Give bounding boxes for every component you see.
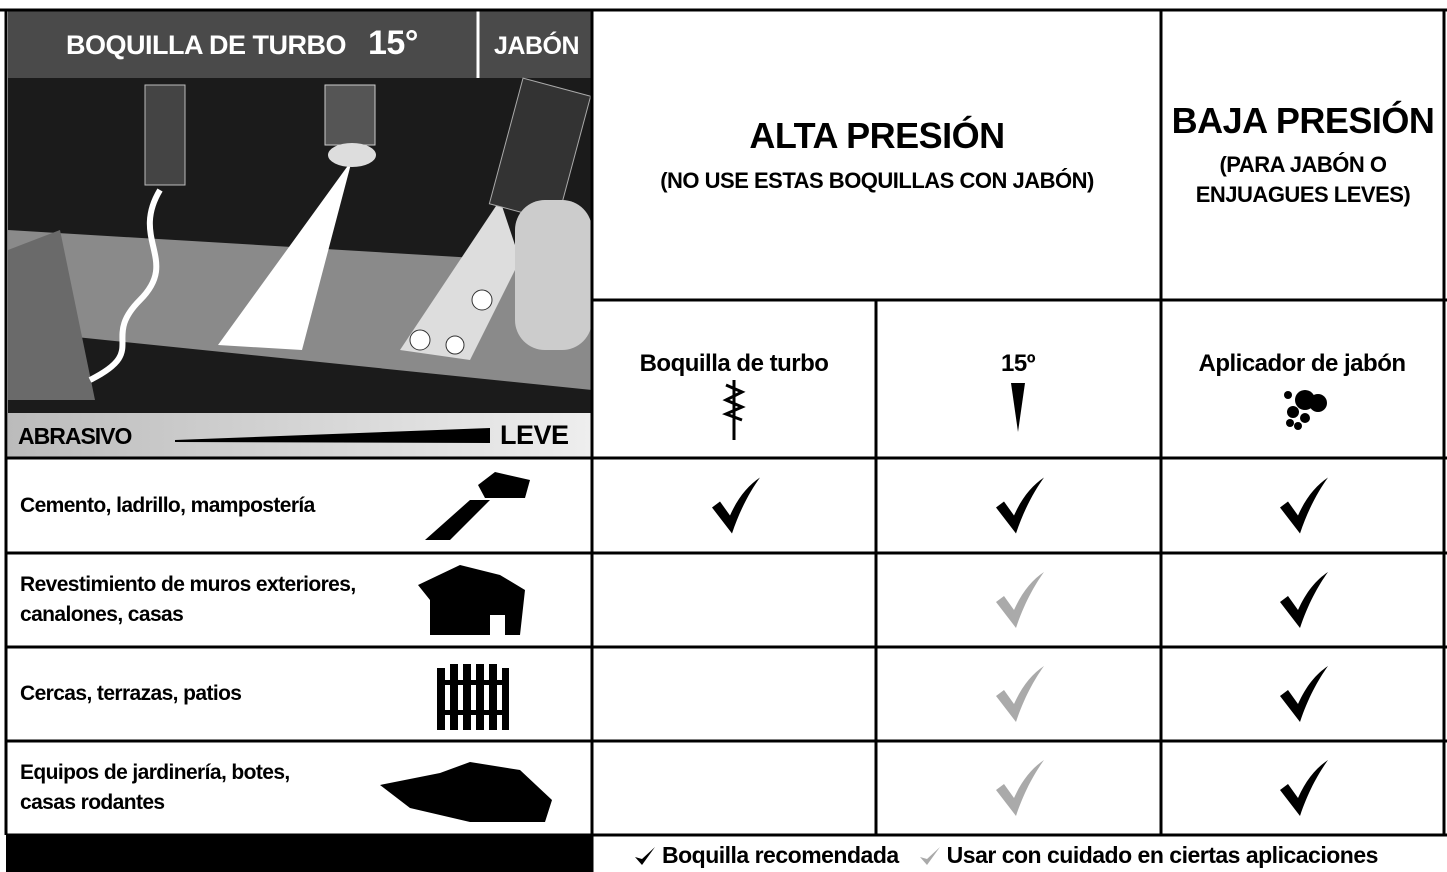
panel-title-bar [8,10,592,78]
low-title: BAJA PRESIÓN [1171,100,1435,141]
soap-bottle [515,200,592,350]
bubble [445,335,465,355]
row-icons [380,472,552,822]
column-header: Aplicador de jabón [1198,350,1406,377]
soap-icon [1284,390,1327,430]
legend-caution: Usar con cuidado en ciertas aplicaciones [946,842,1379,868]
scale-left: ABRASIVO [18,423,132,449]
row-label: Equipos de jardinería, botes, casas roda… [20,761,290,814]
nozzle-tip [328,143,376,167]
row-label: Revestimiento de muros exteriores, canal… [20,573,356,626]
panel-beam-side [8,230,95,400]
recommended-check [996,477,1044,534]
scale-right: LEVE [500,420,569,450]
fence-icon [437,664,509,730]
turbo-icon [722,380,746,440]
column-header: 15º [1001,350,1035,377]
recommended-check [1280,477,1328,534]
recommended-check [712,477,760,534]
legend-recommended: Boquilla recomendada [662,842,899,868]
recommended-check [1280,572,1328,628]
fan-icon [1011,383,1025,432]
column-header: Boquilla de turbo [639,350,829,377]
low-note: (PARA JABÓN O ENJUAGUES LEVES) [1195,152,1411,207]
legend-check [635,846,655,865]
row-label: Cercas, terrazas, patios [20,682,242,705]
recommended-check [1280,760,1328,816]
path-icon [425,500,490,540]
bubble [409,329,431,351]
grid [0,8,1447,872]
panel-angle: 15° [368,24,418,62]
footer-block [6,835,592,872]
house-icon [418,565,525,635]
scale-wedge [175,428,490,443]
panel-soap: JABÓN [494,32,580,60]
soap-spray [400,200,520,360]
boat-icon [380,762,552,822]
row-label: Cemento, ladrillo, mampostería [20,493,315,517]
turbo-nozzle [144,84,186,186]
cabin-icon [478,472,530,498]
checks [712,477,1328,816]
legend-check-caution [919,846,940,865]
high-title: ALTA PRESIÓN [749,115,1005,156]
panel-title: BOQUILLA DE TURBO [66,30,346,60]
legend: Boquilla recomendada Usar con cuidado en… [634,842,1378,869]
caution-check [996,760,1044,816]
recommended-check [1280,666,1328,722]
high-note: (NO USE ESTAS BOQUILLAS CON JABÓN) [660,168,1094,193]
bubble [471,289,493,311]
fan-spray [218,160,352,350]
turbo-spray [88,188,163,383]
nozzle [324,84,376,146]
caution-check [996,666,1044,722]
caution-check [996,572,1044,628]
